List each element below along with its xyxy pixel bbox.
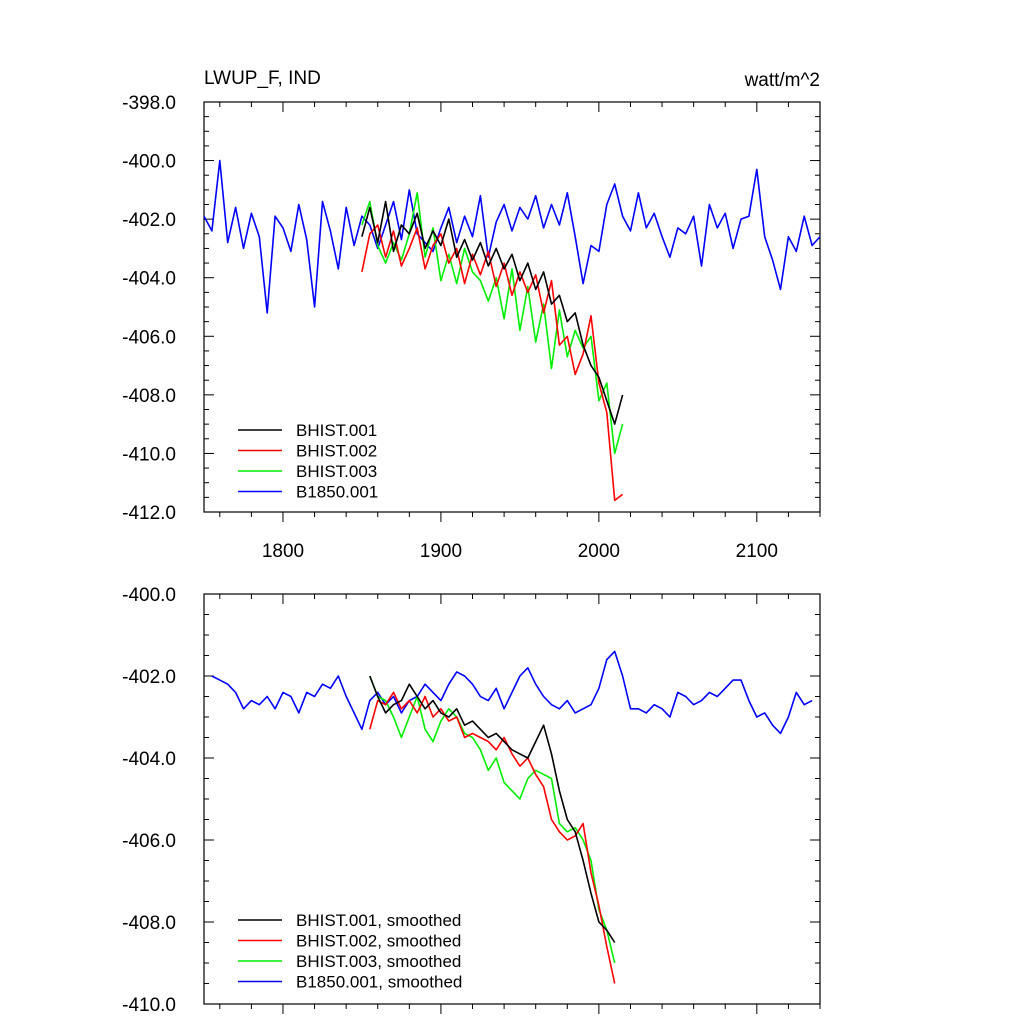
p0-y-tick-label: -402.0 xyxy=(122,210,176,231)
p1-legend-label-b1850-001-smoothed: B1850.001, smoothed xyxy=(296,973,462,992)
p1-series-bhist-001-smoothed xyxy=(369,675,616,943)
p1-legend-label-bhist-003-smoothed: BHIST.003, smoothed xyxy=(296,952,461,971)
p0-legend-label-bhist-002: BHIST.002 xyxy=(296,442,377,461)
p0-y-tick-label: -408.0 xyxy=(122,386,176,407)
p1-y-tick-label: -410.0 xyxy=(122,995,176,1016)
p0-y-tick-label: -412.0 xyxy=(122,503,176,524)
p0-legend-label-bhist-003: BHIST.003 xyxy=(296,462,377,481)
p0-y-tick-label: -410.0 xyxy=(122,444,176,465)
p0-series-bhist-003 xyxy=(361,192,624,455)
p0-y-tick-label: -398.0 xyxy=(122,93,176,114)
p0-y-tick-label: -404.0 xyxy=(122,269,176,290)
p0-legend-label-bhist-001: BHIST.001 xyxy=(296,421,377,440)
p1-y-tick-label: -404.0 xyxy=(122,749,176,770)
p1-y-tick-label: -400.0 xyxy=(122,585,176,606)
p0-y-tick-label: -406.0 xyxy=(122,327,176,348)
p1-series-b1850-001-smoothed xyxy=(211,650,813,735)
p0-series-bhist-002 xyxy=(361,224,624,502)
p0-x-tick-label-1800: 1800 xyxy=(262,541,304,562)
p1-y-tick-label: -406.0 xyxy=(122,831,176,852)
panel-raw: 1800 1900 2000 2100 -412.0 -410.0 -408.0 -406.0… xyxy=(122,93,821,562)
chart-title: LWUP_F, IND xyxy=(204,68,321,89)
p1-y-tick-label: -402.0 xyxy=(122,667,176,688)
units-label: watt/m^2 xyxy=(744,70,820,91)
p0-series-b1850-001 xyxy=(203,159,821,314)
p0-x-tick-label-2000: 2000 xyxy=(578,541,620,562)
p1-series-bhist-002-smoothed xyxy=(369,691,616,984)
p0-legend-label-b1850-001: B1850.001 xyxy=(296,483,378,502)
p1-legend-label-bhist-001-smoothed: BHIST.001, smoothed xyxy=(296,911,461,930)
panel-smoothed: -410.0 -408.0 -406.0 -404.0 -402.0 -400.0 BHIS… xyxy=(122,585,821,1016)
p1-y-tick-label: -408.0 xyxy=(122,913,176,934)
p0-series-bhist-001 xyxy=(361,200,624,425)
p0-x-tick-label-1900: 1900 xyxy=(420,541,462,562)
p1-legend-label-bhist-002-smoothed: BHIST.002, smoothed xyxy=(296,932,461,951)
p0-y-tick-label: -400.0 xyxy=(122,152,176,173)
p0-x-tick-label-2100: 2100 xyxy=(736,541,778,562)
